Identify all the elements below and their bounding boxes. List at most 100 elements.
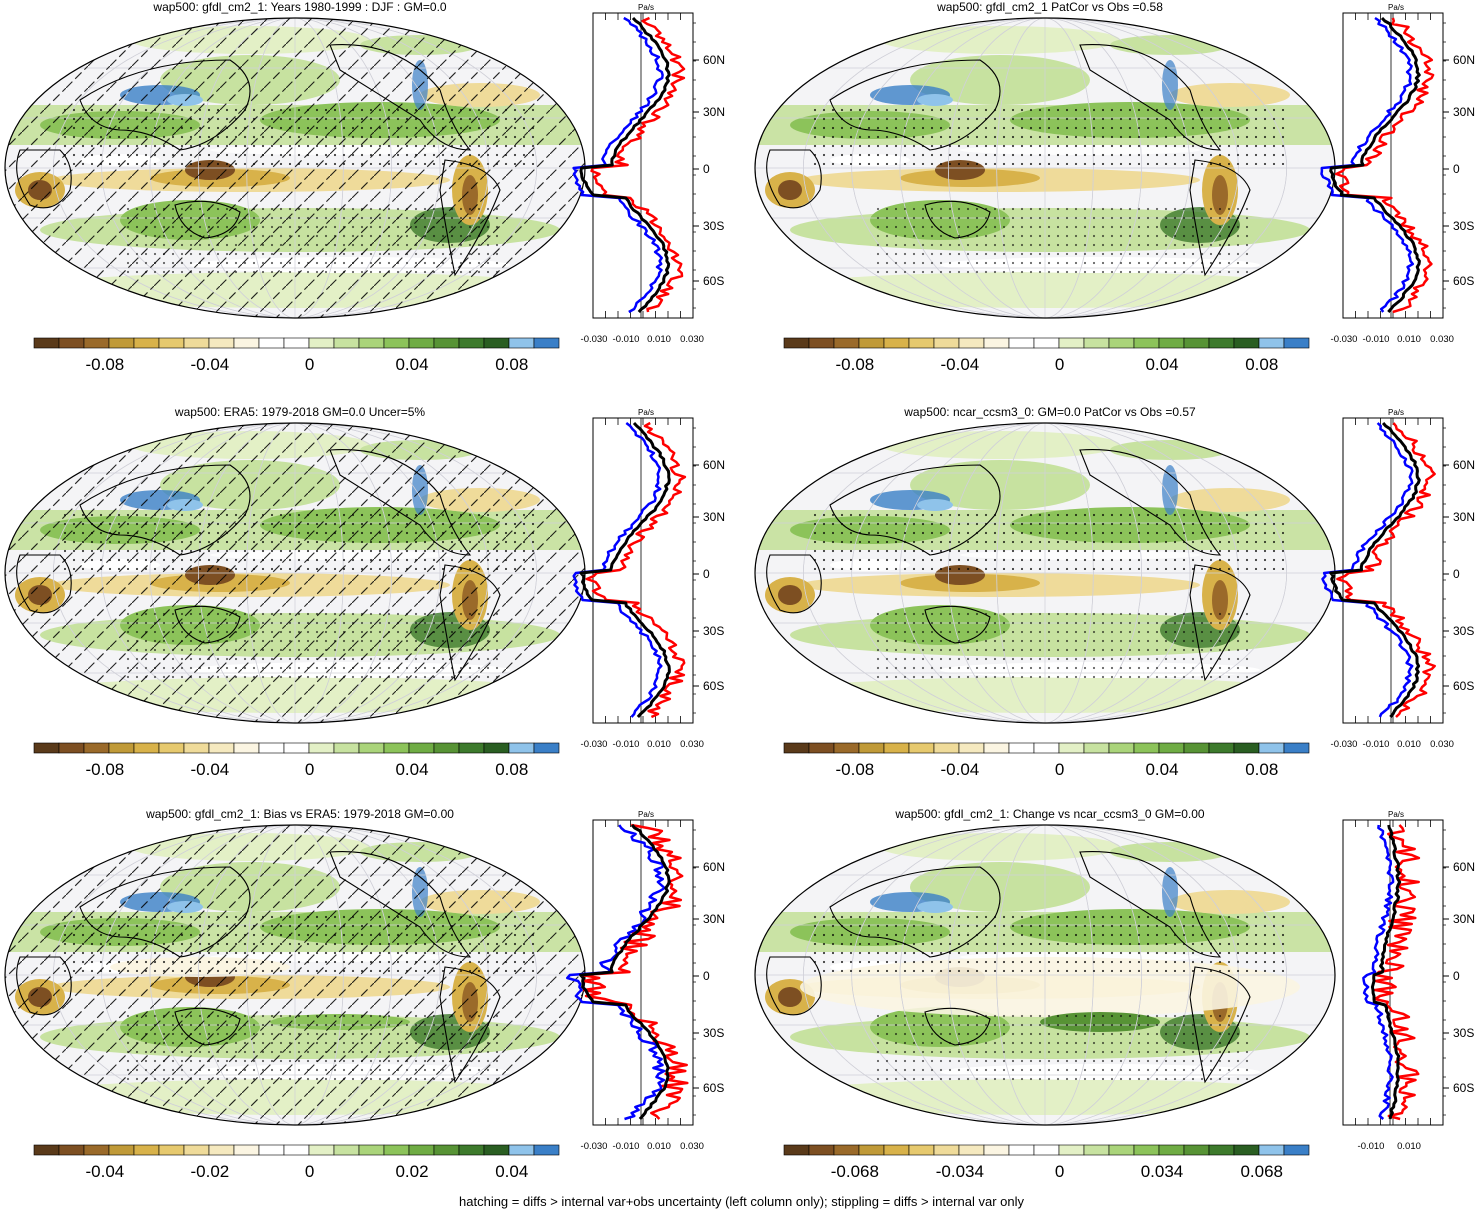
profile-tick-label: 0.030: [680, 1141, 704, 1152]
colorbar-swatch: [383, 337, 410, 349]
stippling: [810, 510, 1290, 570]
colorbar-swatch: [258, 337, 285, 349]
colorbar-swatch: [1133, 1144, 1160, 1156]
profile-lat-label: 30S: [703, 624, 724, 638]
profile-units: Pa/s: [1388, 3, 1404, 12]
continent-outline: [16, 554, 72, 614]
colorbar-swatch: [183, 1144, 210, 1156]
map-field: [5, 825, 585, 1125]
colorbar-swatch: [458, 1144, 485, 1156]
colorbar-swatch: [433, 742, 460, 754]
profile-lat-label: 60S: [1453, 1081, 1474, 1095]
profile-lat-label: 30N: [703, 105, 725, 119]
profile-tick-label: 0.010: [1397, 1141, 1421, 1152]
profile-lat-label: 30N: [1453, 105, 1475, 119]
panel-p2: wap500: gfdl_cm2_1 PatCor vs Obs =0.58 -0…: [750, 0, 1483, 385]
colorbar-swatch: [333, 742, 360, 754]
colorbar-swatch: [1158, 742, 1185, 754]
colorbar-swatch: [208, 742, 235, 754]
continent-outline: [924, 605, 991, 644]
profile-lat-label: 60N: [703, 860, 725, 874]
figure-caption: hatching = diffs > internal var+obs unce…: [459, 1194, 1024, 1209]
continent-outline: [439, 159, 501, 277]
profile-tick-label: -0.010: [1358, 1141, 1385, 1152]
profile-lat-label: 60S: [1453, 679, 1474, 693]
profile-lat-label: 60S: [703, 1081, 724, 1095]
colorbar-swatch: [1033, 1144, 1060, 1156]
colorbar-swatch: [1233, 1144, 1260, 1156]
colorbar-swatch: [1258, 337, 1285, 349]
profile-tick-label: -0.010: [613, 739, 640, 750]
colorbar-swatch: [1008, 1144, 1035, 1156]
colorbar-tick-label: 0: [305, 760, 314, 779]
colorbar-swatch: [1183, 1144, 1210, 1156]
colorbar-swatch: [1133, 337, 1160, 349]
colorbar-swatch: [33, 742, 60, 754]
colorbar-swatch: [1033, 742, 1060, 754]
continent-outline: [1079, 448, 1222, 556]
colorbar-swatch: [483, 742, 510, 754]
continent-outline: [1189, 564, 1251, 682]
colorbar-tick-label: 0: [305, 355, 314, 374]
stippling: [810, 912, 1290, 972]
colorbar-swatch: [533, 337, 560, 349]
colorbar-tick-label: 0.08: [1245, 355, 1278, 374]
map-field: [5, 18, 585, 318]
colorbar-tick-label: 0: [1055, 1162, 1064, 1181]
hatching: [5, 825, 585, 1125]
colorbar-swatch: [283, 1144, 310, 1156]
colorbar-swatch: [1058, 337, 1085, 349]
colorbar: -0.08 -0.04 0 0.04 0.08: [33, 742, 560, 779]
map-title: wap500: ncar_ccsm3_0: GM=0.0 PatCor vs O…: [904, 405, 1196, 419]
continent-outline: [1189, 966, 1251, 1084]
colorbar-swatch: [1208, 1144, 1235, 1156]
profile-lat-label: 30N: [703, 510, 725, 524]
colorbar-tick-label: 0.04: [1145, 760, 1178, 779]
profile-lat-label: 30N: [1453, 510, 1475, 524]
continent-outline: [439, 966, 501, 1084]
profile-units: Pa/s: [1388, 408, 1404, 417]
colorbar-tick-label: -0.04: [941, 355, 980, 374]
colorbar-swatch: [858, 1144, 885, 1156]
panel-graphic: -0.08 -0.04 0 0.04 0.08 Pa/s 60N 30N 0 30S 60S -0.0…: [754, 408, 1475, 779]
profile-units: Pa/s: [638, 810, 654, 819]
colorbar-swatch: [233, 337, 260, 349]
colorbar-swatch: [233, 742, 260, 754]
colorbar-swatch: [958, 742, 985, 754]
colorbar-swatch: [358, 1144, 385, 1156]
colorbar-swatch: [1233, 742, 1260, 754]
colorbar-tick-label: -0.04: [191, 355, 230, 374]
colorbar-swatch: [858, 742, 885, 754]
profile-tick-label: -0.030: [1331, 739, 1358, 750]
continent-outline: [439, 564, 501, 682]
colorbar-swatch: [1133, 742, 1160, 754]
colorbar-swatch: [408, 337, 435, 349]
colorbar-swatch: [1183, 742, 1210, 754]
colorbar: -0.04 -0.02 0 0.02 0.04: [33, 1144, 560, 1181]
profile-lat-label: 30S: [1453, 219, 1474, 233]
profile-line-black: [1370, 824, 1402, 1120]
continent-outline: [924, 200, 991, 239]
colorbar-swatch: [933, 337, 960, 349]
continent-outline: [16, 149, 72, 209]
colorbar-swatch: [83, 742, 110, 754]
colorbar-swatch: [483, 1144, 510, 1156]
profile-tick-label: 0.030: [1430, 334, 1454, 345]
colorbar-tick-label: 0.04: [1145, 355, 1178, 374]
profile-line-red: [590, 16, 686, 313]
colorbar-swatch: [333, 337, 360, 349]
map-field: [755, 423, 1335, 723]
profile-tick-label: 0.010: [647, 334, 671, 345]
map-title: wap500: gfdl_cm2_1: Change vs ncar_ccsm3…: [895, 807, 1205, 821]
colorbar-tick-label: 0: [1055, 760, 1064, 779]
panel-graphic: -0.08 -0.04 0 0.04 0.08 Pa/s 60N 30N 0 30S 60S -0.0…: [4, 3, 725, 374]
colorbar-swatch: [808, 1144, 835, 1156]
zonal-profile: Pa/s 60N 30N 0 30S 60S -0.030 -0.010 0.010 0.030: [572, 3, 725, 345]
profile-lat-label: 0: [703, 567, 710, 581]
colorbar-swatch: [58, 337, 85, 349]
colorbar: -0.08 -0.04 0 0.04 0.08: [33, 337, 560, 374]
colorbar-tick-label: 0.068: [1240, 1162, 1283, 1181]
continent-outline: [174, 200, 241, 239]
map-title: wap500: ERA5: 1979-2018 GM=0.0 Uncer=5%: [174, 405, 426, 419]
profile-line-black: [1329, 422, 1421, 718]
